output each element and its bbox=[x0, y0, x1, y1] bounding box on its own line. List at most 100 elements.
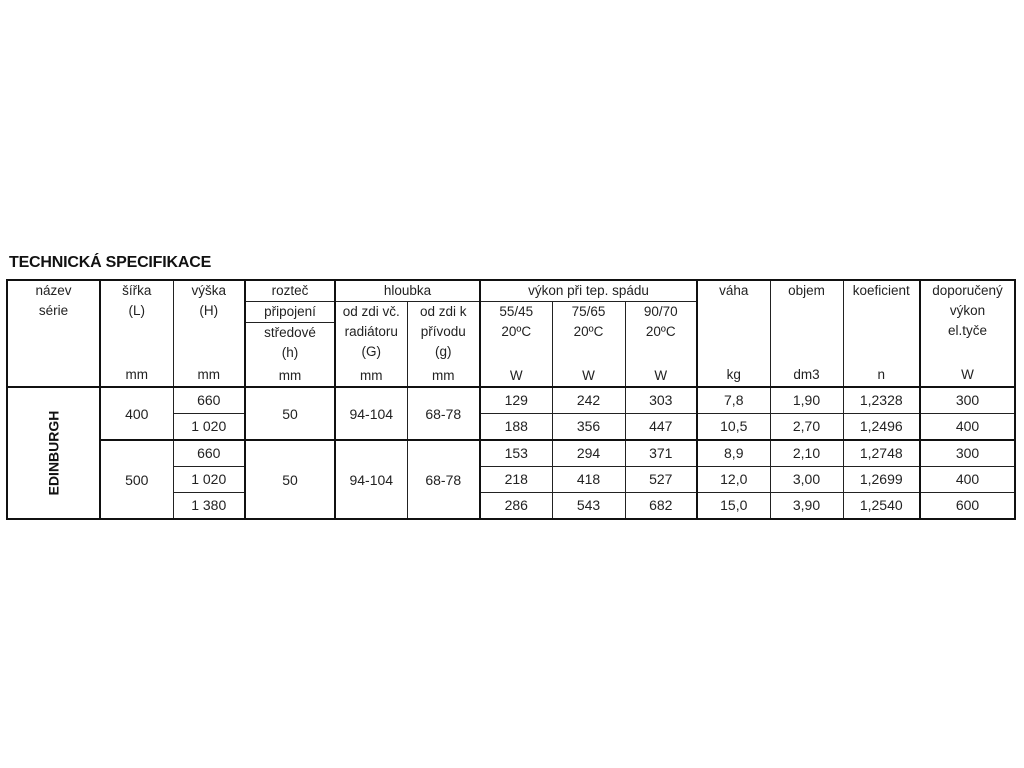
cell-koeficient: 1,2699 bbox=[842, 466, 921, 493]
cell-vykon-55: 218 bbox=[479, 466, 553, 493]
cell-doporuceny: 300 bbox=[919, 386, 1016, 414]
unit: W bbox=[961, 367, 974, 382]
unit: dm3 bbox=[793, 367, 820, 382]
cell-vaha: 10,5 bbox=[696, 413, 771, 441]
cell-objem: 2,70 bbox=[769, 413, 844, 441]
unit: mm bbox=[432, 368, 455, 383]
header-text: (G) bbox=[361, 344, 382, 359]
cell-sirka: 400 bbox=[99, 386, 174, 441]
cell-vaha: 8,9 bbox=[696, 439, 771, 467]
header-vykon-75: 75/65 20ºC W bbox=[551, 301, 626, 388]
cell-vykon-75: 294 bbox=[551, 439, 626, 467]
header-text: výška bbox=[191, 283, 226, 298]
header-hloubka: hloubka bbox=[334, 279, 481, 302]
cell-hloubka-G: 94-104 bbox=[334, 386, 408, 441]
cell-objem: 2,10 bbox=[769, 439, 844, 467]
header-objem: objem dm3 bbox=[769, 279, 844, 388]
header-koeficient: koeficient n bbox=[842, 279, 921, 388]
unit: kg bbox=[726, 367, 741, 382]
header-vyska: výška (H) mm bbox=[172, 279, 246, 388]
cell-vyska: 660 bbox=[172, 386, 246, 414]
header-text: el.tyče bbox=[947, 323, 988, 338]
cell-vykon-90: 303 bbox=[624, 386, 698, 414]
header-text: šířka bbox=[122, 283, 152, 298]
cell-vykon-90: 447 bbox=[624, 413, 698, 441]
cell-vykon-75: 242 bbox=[551, 386, 626, 414]
header-text: (L) bbox=[128, 303, 146, 318]
unit: W bbox=[654, 368, 668, 383]
cell-koeficient: 1,2496 bbox=[842, 413, 921, 441]
cell-doporuceny: 400 bbox=[919, 413, 1016, 441]
header-vykon-90: 90/70 20ºC W bbox=[624, 301, 698, 388]
cell-vykon-90: 682 bbox=[624, 492, 698, 520]
header-text: koeficient bbox=[852, 283, 910, 298]
cell-vykon-55: 286 bbox=[479, 492, 553, 520]
cell-vaha: 15,0 bbox=[696, 492, 771, 520]
cell-doporuceny: 300 bbox=[919, 439, 1016, 467]
header-text: radiátoru bbox=[344, 324, 398, 339]
header-text: váha bbox=[719, 283, 749, 298]
cell-hloubka-G: 94-104 bbox=[334, 439, 408, 520]
header-text: středové bbox=[264, 325, 316, 341]
header-text: (H) bbox=[199, 303, 219, 318]
header-pripojeni: připojení bbox=[244, 300, 336, 324]
header-text: přívodu bbox=[420, 324, 466, 339]
header-text: výkon bbox=[949, 303, 986, 318]
table-row: 1 020 218 418 527 12,0 3,00 1,2699 400 bbox=[7, 466, 1016, 493]
cell-vaha: 12,0 bbox=[696, 466, 771, 493]
header-text: (g) bbox=[435, 344, 452, 359]
unit: mm bbox=[125, 367, 149, 382]
cell-vyska: 1 380 bbox=[172, 492, 246, 520]
cell-vykon-55: 188 bbox=[479, 413, 553, 441]
cell-objem: 1,90 bbox=[769, 386, 844, 414]
cell-vyska: 1 020 bbox=[172, 413, 246, 441]
header-vaha: váha kg bbox=[696, 279, 771, 388]
cell-vykon-55: 153 bbox=[479, 439, 553, 467]
cell-objem: 3,00 bbox=[769, 466, 844, 493]
cell-vykon-90: 527 bbox=[624, 466, 698, 493]
cell-vykon-90: 371 bbox=[624, 439, 698, 467]
table-row: 1 020 188 356 447 10,5 2,70 1,2496 400 bbox=[7, 413, 1016, 441]
cell-roztec: 50 bbox=[244, 386, 336, 441]
table-row: 1 380 286 543 682 15,0 3,90 1,2540 600 bbox=[7, 492, 1016, 520]
cell-vyska: 1 020 bbox=[172, 466, 246, 493]
header-text: objem bbox=[788, 283, 825, 298]
header-text: 55/45 bbox=[499, 304, 534, 319]
spec-table: název série šířka (L) mm výška (H) mm ro… bbox=[6, 279, 1016, 520]
header-sirka: šířka (L) mm bbox=[99, 279, 174, 388]
header-nazev: název série bbox=[6, 279, 101, 388]
cell-vykon-55: 129 bbox=[479, 386, 553, 414]
header-text: doporučený bbox=[932, 283, 1003, 298]
unit: mm bbox=[360, 368, 383, 383]
unit: W bbox=[582, 368, 595, 383]
cell-sirka: 500 bbox=[99, 439, 174, 520]
header-vykon-55: 55/45 20ºC W bbox=[479, 301, 553, 388]
table-row: EDINBURGH 400 660 50 94-104 68-78 129 24… bbox=[6, 386, 1016, 520]
cell-vykon-75: 418 bbox=[551, 466, 626, 493]
cell-hloubka-g: 68-78 bbox=[406, 386, 481, 441]
unit: n bbox=[877, 367, 885, 382]
cell-vyska: 660 bbox=[172, 439, 246, 467]
header-roztec: rozteč bbox=[244, 279, 336, 302]
cell-roztec: 50 bbox=[244, 439, 336, 520]
header-text: 90/70 bbox=[643, 304, 678, 319]
cell-objem: 3,90 bbox=[769, 492, 844, 520]
header-hloubka-g: od zdi k přívodu (g) mm bbox=[406, 301, 481, 388]
unit: mm bbox=[197, 367, 221, 382]
cell-doporuceny: 600 bbox=[919, 492, 1016, 520]
cell-koeficient: 1,2748 bbox=[842, 439, 921, 467]
header-text: název bbox=[35, 283, 72, 298]
series-name: EDINBURGH bbox=[6, 386, 101, 520]
header-text: série bbox=[38, 303, 69, 318]
header-text: 75/65 bbox=[571, 304, 606, 319]
cell-koeficient: 1,2540 bbox=[842, 492, 921, 520]
cell-vykon-75: 543 bbox=[551, 492, 626, 520]
page-title: TECHNICKÁ SPECIFIKACE bbox=[9, 254, 212, 271]
cell-vykon-75: 356 bbox=[551, 413, 626, 441]
header-hloubka-G: od zdi vč. radiátoru (G) mm bbox=[334, 301, 408, 388]
cell-koeficient: 1,2328 bbox=[842, 386, 921, 414]
header-stredove: středové (h) mm bbox=[244, 322, 336, 388]
header-text: (h) bbox=[281, 345, 299, 361]
unit: W bbox=[509, 368, 523, 383]
table-row: 500 660 50 94-104 68-78 153 294 371 8,9 … bbox=[7, 439, 1016, 520]
